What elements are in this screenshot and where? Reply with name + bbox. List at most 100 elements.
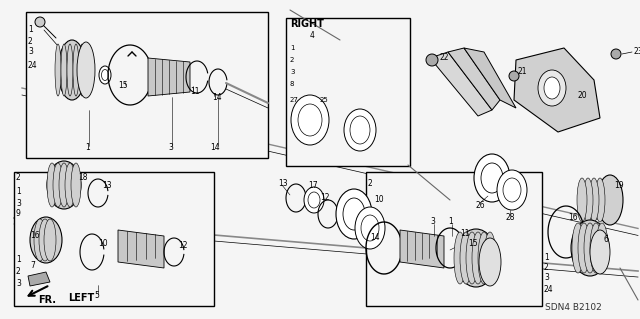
Text: 3: 3 [16,279,21,288]
Circle shape [611,49,621,59]
Text: 2: 2 [368,179,372,188]
Text: 9: 9 [16,210,21,219]
Text: 6: 6 [604,235,609,244]
Text: 10: 10 [98,240,108,249]
Ellipse shape [460,232,472,284]
Ellipse shape [583,178,593,222]
Text: 13: 13 [102,181,111,189]
Ellipse shape [589,178,599,222]
Ellipse shape [597,175,623,225]
Text: 3: 3 [430,218,435,226]
Text: 26: 26 [476,201,486,210]
Ellipse shape [73,44,79,96]
Text: 2: 2 [16,174,20,182]
Circle shape [35,17,45,27]
Ellipse shape [30,217,62,263]
Text: 24: 24 [28,61,38,70]
Text: 25: 25 [320,97,329,103]
Text: 12: 12 [178,241,188,249]
Ellipse shape [474,154,510,202]
Ellipse shape [99,66,111,84]
Text: 1: 1 [28,26,33,34]
Text: 2: 2 [544,263,548,272]
Ellipse shape [304,187,324,213]
Text: 13: 13 [278,179,287,188]
Text: 2: 2 [16,268,20,277]
Text: 1: 1 [85,144,90,152]
Ellipse shape [61,44,67,96]
Text: 1: 1 [16,256,20,264]
Ellipse shape [344,109,376,151]
Ellipse shape [336,189,372,239]
Polygon shape [430,52,492,116]
Ellipse shape [67,44,73,96]
Ellipse shape [55,44,61,96]
Text: 1: 1 [16,188,20,197]
Bar [366,172,542,306]
Text: 24: 24 [544,286,554,294]
Ellipse shape [455,229,497,287]
Polygon shape [400,230,444,268]
Text: 3: 3 [290,69,294,75]
Text: 18: 18 [78,174,88,182]
Ellipse shape [34,219,46,261]
Ellipse shape [308,192,320,208]
Ellipse shape [85,44,91,96]
Polygon shape [148,58,190,96]
Ellipse shape [484,232,496,284]
Circle shape [426,54,438,66]
Ellipse shape [584,223,596,273]
Ellipse shape [291,95,329,145]
Ellipse shape [47,163,57,207]
Ellipse shape [53,163,63,207]
Text: 1: 1 [448,218,452,226]
Text: 2: 2 [290,57,294,63]
Ellipse shape [503,178,521,202]
Text: 3: 3 [16,198,21,207]
Text: RIGHT: RIGHT [290,19,324,29]
Polygon shape [28,272,50,286]
Text: 23: 23 [634,48,640,56]
Text: 19: 19 [614,181,623,189]
Ellipse shape [590,230,610,274]
Polygon shape [448,48,500,110]
Ellipse shape [298,104,322,136]
Text: 3: 3 [168,144,173,152]
Ellipse shape [44,219,56,261]
Ellipse shape [58,40,86,100]
Text: 14: 14 [210,144,220,152]
Ellipse shape [478,232,490,284]
Bar [14,172,214,306]
Ellipse shape [544,77,560,99]
Ellipse shape [595,178,605,222]
Text: 22: 22 [440,54,449,63]
Ellipse shape [79,44,85,96]
Text: 21: 21 [518,68,527,77]
Text: 17: 17 [308,181,317,189]
Text: 20: 20 [578,92,588,100]
Polygon shape [464,48,516,108]
Ellipse shape [572,223,584,273]
Ellipse shape [596,223,608,273]
Ellipse shape [472,232,484,284]
Ellipse shape [481,163,503,193]
Ellipse shape [350,116,370,144]
Bar [26,12,268,158]
Ellipse shape [355,207,385,249]
Ellipse shape [479,238,501,286]
Ellipse shape [59,163,69,207]
Ellipse shape [71,163,81,207]
Ellipse shape [39,219,51,261]
Text: 14: 14 [370,234,380,242]
Text: 16: 16 [568,213,578,222]
Ellipse shape [343,198,365,230]
Text: 14: 14 [212,93,221,102]
Text: 11: 11 [460,229,470,239]
Text: 4: 4 [310,32,315,41]
Text: 8: 8 [290,81,294,87]
Text: 15: 15 [118,80,127,90]
Ellipse shape [497,170,527,210]
Bar [286,18,410,166]
Text: 3: 3 [28,48,33,56]
Ellipse shape [47,161,81,209]
